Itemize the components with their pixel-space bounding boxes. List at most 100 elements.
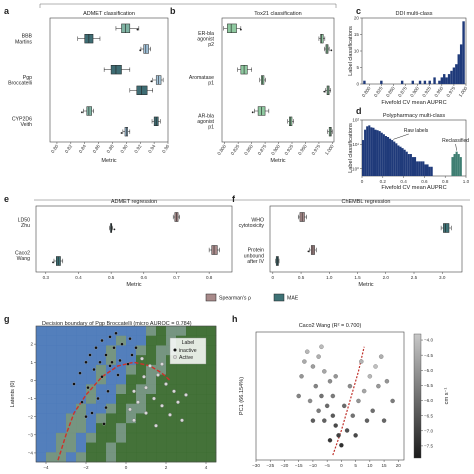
- scatter-point: [373, 364, 378, 369]
- category-label: LD50: [18, 218, 31, 224]
- boundary-cell: [166, 374, 177, 385]
- category-label: Broccatelli: [8, 81, 32, 87]
- boundary-cell: [136, 432, 147, 443]
- boundary-cell: [196, 452, 207, 463]
- boundary-cell: [96, 442, 107, 453]
- scatter-point: [305, 349, 310, 354]
- boundary-cell: [96, 345, 107, 356]
- axis-xtick-label: 0.800: [361, 85, 372, 98]
- boundary-cell: [116, 364, 127, 375]
- panel-title: ADMET regression: [111, 199, 157, 205]
- boundary-cell: [86, 355, 97, 366]
- boundary-cell: [106, 345, 117, 356]
- histogram-bar: [418, 80, 422, 84]
- boundary-cell: [106, 403, 117, 414]
- legend-label-active: Active: [179, 355, 193, 361]
- boundary-cell: [36, 442, 47, 453]
- axis-ytick-label: −3: [28, 432, 34, 437]
- boundary-cell: [156, 335, 167, 346]
- boundary-cell: [36, 394, 47, 405]
- boundary-cell: [66, 326, 77, 337]
- boundary-cell: [146, 384, 157, 395]
- scatter-point: [330, 413, 336, 418]
- histogram-bar: [363, 80, 366, 84]
- scatter-point: [381, 418, 387, 423]
- point-active: [160, 403, 164, 408]
- scatter-point: [359, 359, 364, 364]
- boundary-cell: [36, 403, 47, 414]
- axis-xtick-label: 0.86: [92, 143, 101, 154]
- boundary-cell: [126, 355, 137, 366]
- axis-xtick-label: 0.4: [400, 179, 407, 184]
- boundary-cell: [126, 374, 137, 385]
- axis-ytick-label: 10: [354, 49, 360, 54]
- axis-xtick-label: −5: [325, 463, 331, 468]
- boundary-cell: [56, 384, 67, 395]
- boundary-cell: [76, 413, 87, 424]
- boundary-cell: [66, 423, 77, 434]
- point-inactive: [126, 362, 130, 366]
- point-inactive: [90, 411, 94, 415]
- category-label: WHO: [251, 218, 264, 224]
- boundary-cell: [106, 394, 117, 405]
- point-inactive: [118, 358, 122, 363]
- boundary-cell: [106, 432, 117, 443]
- boundary-cell: [76, 364, 87, 375]
- axis-xtick-label: 0.6: [421, 179, 428, 184]
- boundary-cell: [56, 452, 67, 463]
- boundary-cell: [36, 413, 47, 424]
- scatter-point: [319, 344, 324, 349]
- histogram-bar: [423, 80, 427, 84]
- boundary-cell: [76, 423, 87, 434]
- boundary-cell: [146, 355, 157, 366]
- boundary-cell: [66, 394, 77, 405]
- point-inactive: [116, 373, 120, 377]
- boundary-cell: [46, 442, 57, 453]
- colorbar-tick-label: −5.5: [424, 383, 434, 388]
- boundary-cell: [156, 403, 167, 414]
- boundary-cell: [136, 374, 147, 385]
- boundary-cell: [86, 423, 97, 434]
- point-active: [144, 411, 148, 415]
- histogram-bar: [450, 70, 453, 84]
- boundary-cell: [56, 335, 67, 346]
- boundary-cell: [136, 413, 147, 424]
- boundary-cell: [56, 364, 67, 375]
- boundary-cell: [86, 326, 97, 337]
- point-inactive: [104, 353, 108, 357]
- box-flier: [323, 90, 326, 93]
- category-label: Martins: [15, 39, 32, 45]
- boundary-cell: [76, 335, 87, 346]
- box-flier: [239, 28, 242, 31]
- boundary-cell: [136, 423, 147, 434]
- axis-xtick-label: 2: [165, 465, 168, 470]
- boundary-cell: [66, 413, 77, 424]
- boundary-cell: [106, 326, 117, 337]
- boundary-cell: [166, 432, 177, 443]
- axis-xtick-label: 0.6: [141, 275, 148, 280]
- boundary-cell: [156, 442, 167, 453]
- boundary-cell: [136, 442, 147, 453]
- boundary-cell: [166, 413, 177, 424]
- boundary-cell: [206, 345, 217, 356]
- point-inactive: [78, 371, 82, 375]
- boundary-cell: [176, 326, 187, 337]
- boundary-cell: [126, 442, 137, 453]
- category-label: agonist: [197, 119, 214, 125]
- category-label: ER-bla: [198, 31, 214, 37]
- axis-xtick-label: 0.800: [216, 143, 227, 156]
- x-axis-label: Metric: [270, 158, 285, 164]
- point-active: [140, 356, 144, 361]
- axis-ytick-label: −1: [28, 396, 34, 401]
- colorbar-tick-label: −4.5: [424, 353, 434, 358]
- boundary-cell: [76, 442, 87, 453]
- annotation-reclassified: Reclassified: [442, 138, 469, 144]
- histogram-bar: [386, 137, 390, 176]
- reclassified-bar: [455, 151, 458, 176]
- axis-xtick-label: 0: [340, 463, 343, 468]
- y-axis-label: Label classifications: [348, 26, 354, 76]
- boundary-cell: [156, 326, 167, 337]
- category-label: Zhu: [21, 223, 30, 229]
- axis-xtick-label: 0.950: [433, 85, 444, 98]
